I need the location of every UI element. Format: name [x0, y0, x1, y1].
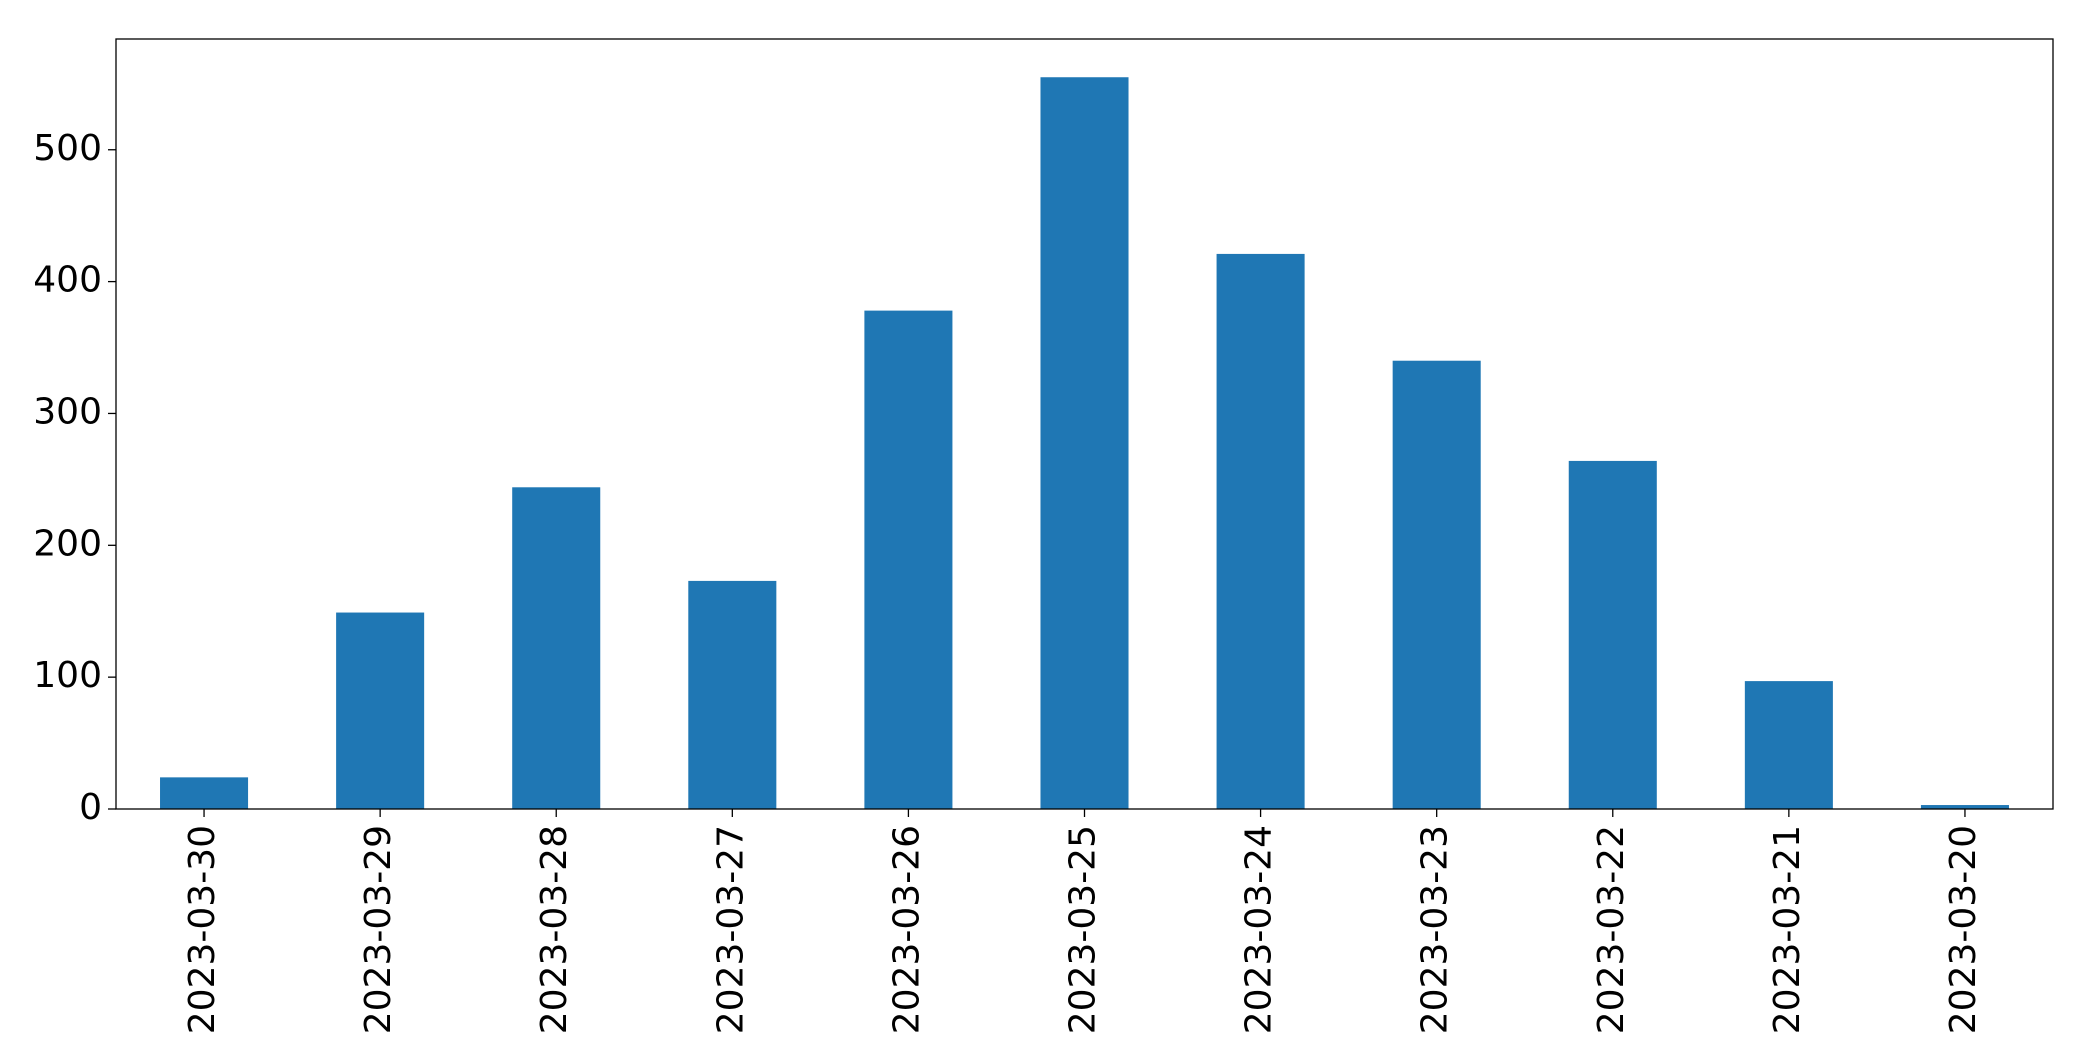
bar [1040, 77, 1129, 809]
x-tick-label: 2023-03-30 [182, 825, 223, 1034]
bar [1216, 253, 1305, 810]
y-tick-label: 400 [33, 260, 102, 301]
y-tick-label: 0 [79, 787, 102, 828]
x-tick-label: 2023-03-26 [886, 825, 927, 1034]
y-tick-label: 500 [33, 128, 102, 169]
x-tick-label: 2023-03-27 [710, 825, 751, 1034]
y-tick-label: 300 [33, 391, 102, 432]
y-tick-label: 200 [33, 523, 102, 564]
x-tick-label: 2023-03-22 [1591, 825, 1632, 1034]
x-tick-label: 2023-03-24 [1239, 825, 1280, 1034]
bar [688, 580, 777, 809]
bar [1744, 681, 1833, 809]
x-tick-label: 2023-03-25 [1063, 825, 1104, 1034]
bar [1568, 460, 1657, 809]
x-tick-label: 2023-03-21 [1767, 825, 1808, 1034]
x-tick-label: 2023-03-28 [534, 825, 575, 1034]
bar [160, 777, 249, 809]
bar [512, 487, 601, 809]
x-tick-label: 2023-03-23 [1415, 825, 1456, 1034]
bar [336, 612, 425, 809]
bar [864, 310, 953, 809]
plot-frame [115, 38, 2054, 810]
bar [1920, 805, 2009, 809]
x-tick-label: 2023-03-29 [358, 825, 399, 1034]
bar [1392, 360, 1481, 809]
x-tick-label: 2023-03-20 [1943, 825, 1984, 1034]
y-tick-label: 100 [33, 655, 102, 696]
